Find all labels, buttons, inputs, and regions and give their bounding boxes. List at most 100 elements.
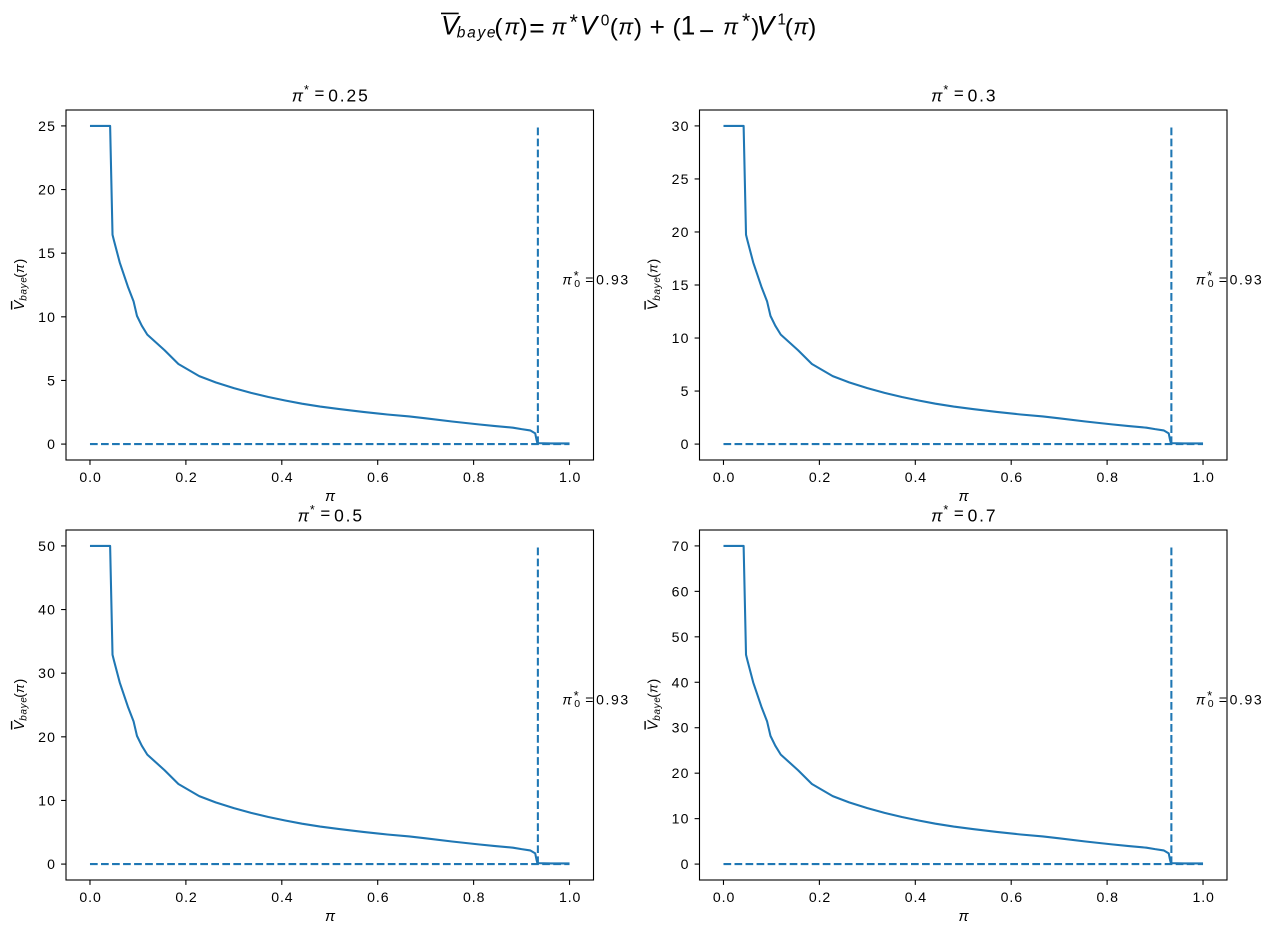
svg-text:=: =: [954, 504, 964, 523]
svg-text:20: 20: [38, 729, 56, 745]
svg-text:25: 25: [672, 171, 690, 187]
svg-text:): ): [12, 259, 27, 264]
svg-text:0.5: 0.5: [334, 505, 364, 525]
svg-text:50: 50: [672, 629, 690, 645]
svg-text:=: =: [954, 84, 964, 103]
svg-text:π: π: [325, 488, 336, 505]
svg-text:0.4: 0.4: [905, 469, 927, 485]
svg-text:): ): [12, 679, 27, 684]
svg-text:30: 30: [672, 118, 690, 134]
svg-text:=: =: [1219, 692, 1227, 708]
svg-text:20: 20: [38, 182, 56, 198]
svg-text:=: =: [315, 84, 325, 103]
svg-text:π: π: [12, 683, 27, 693]
svg-text:1.0: 1.0: [559, 889, 581, 905]
svg-text:0.93: 0.93: [1230, 692, 1264, 708]
svg-text:20: 20: [672, 224, 690, 240]
svg-text:π: π: [325, 908, 336, 925]
svg-text:*: *: [1207, 268, 1212, 283]
svg-text:π: π: [618, 15, 634, 40]
svg-text:V: V: [12, 299, 28, 310]
svg-text:0.93: 0.93: [1230, 272, 1264, 288]
svg-text:): ): [634, 14, 642, 41]
svg-text:0.6: 0.6: [367, 469, 389, 485]
svg-text:π: π: [551, 15, 567, 40]
svg-text:π: π: [504, 15, 520, 40]
svg-text:(: (: [610, 14, 619, 41]
svg-text:1: 1: [777, 11, 786, 28]
svg-text:V: V: [646, 299, 662, 310]
svg-text:π: π: [793, 15, 809, 40]
svg-text:0.25: 0.25: [328, 85, 369, 105]
svg-text:0.0: 0.0: [713, 469, 735, 485]
svg-text:π: π: [298, 506, 310, 525]
svg-text:=: =: [585, 272, 593, 288]
svg-text:*: *: [570, 11, 578, 34]
svg-text:π: π: [959, 488, 970, 505]
svg-text:0: 0: [1208, 278, 1214, 290]
svg-text:(: (: [494, 14, 503, 41]
svg-text:20: 20: [672, 765, 690, 781]
svg-text:0.2: 0.2: [809, 889, 831, 905]
svg-text:π: π: [1196, 692, 1206, 708]
svg-text:(: (: [12, 273, 27, 278]
svg-text:=: =: [529, 13, 544, 43]
svg-text:0: 0: [47, 436, 56, 452]
svg-text:0.6: 0.6: [1001, 469, 1023, 485]
svg-text:π: π: [959, 908, 970, 925]
svg-text:0.93: 0.93: [596, 692, 630, 708]
svg-text:*: *: [304, 83, 309, 97]
svg-text:(: (: [646, 693, 661, 698]
svg-text:*: *: [943, 503, 948, 517]
svg-text:π: π: [723, 15, 739, 40]
svg-text:(: (: [646, 273, 661, 278]
svg-text:*: *: [310, 503, 315, 517]
svg-text:baye: baye: [19, 696, 30, 720]
svg-text:0.6: 0.6: [1001, 889, 1023, 905]
svg-text:π: π: [646, 263, 661, 273]
svg-text:0.0: 0.0: [713, 889, 735, 905]
svg-text:=: =: [1219, 272, 1227, 288]
svg-text:0: 0: [574, 278, 580, 290]
svg-text:1.0: 1.0: [1192, 469, 1214, 485]
svg-text:25: 25: [38, 118, 56, 134]
svg-text:10: 10: [38, 792, 56, 808]
svg-text:0.2: 0.2: [809, 469, 831, 485]
svg-text:(: (: [12, 693, 27, 698]
svg-text:π: π: [562, 692, 572, 708]
svg-text:*: *: [574, 688, 579, 703]
svg-text:−: −: [699, 16, 714, 46]
svg-text:10: 10: [672, 811, 690, 827]
svg-text:0.2: 0.2: [175, 889, 197, 905]
svg-text:V: V: [580, 11, 600, 41]
svg-text:=: =: [320, 504, 330, 523]
svg-text:1.0: 1.0: [1192, 889, 1214, 905]
svg-text:π: π: [931, 506, 943, 525]
svg-text:+: +: [650, 12, 665, 42]
svg-text:baye: baye: [652, 276, 663, 300]
svg-text:): ): [646, 259, 661, 264]
svg-text:40: 40: [672, 674, 690, 690]
svg-text:): ): [646, 679, 661, 684]
svg-text:15: 15: [38, 245, 56, 261]
svg-text:0: 0: [574, 698, 580, 710]
svg-text:baye: baye: [457, 25, 497, 42]
svg-text:5: 5: [47, 372, 56, 388]
svg-text:0.4: 0.4: [905, 889, 927, 905]
svg-text:0.3: 0.3: [968, 85, 998, 105]
svg-text:V: V: [646, 719, 662, 730]
svg-text:0: 0: [47, 856, 56, 872]
svg-text:10: 10: [672, 330, 690, 346]
svg-text:π: π: [292, 86, 304, 105]
svg-text:0.4: 0.4: [271, 889, 293, 905]
svg-text:1: 1: [681, 11, 696, 41]
svg-text:V: V: [12, 719, 28, 730]
svg-text:30: 30: [38, 665, 56, 681]
svg-text:60: 60: [672, 583, 690, 599]
svg-text:1.0: 1.0: [559, 469, 581, 485]
svg-text:): ): [808, 14, 816, 41]
svg-text:0.8: 0.8: [463, 889, 485, 905]
svg-text:30: 30: [672, 720, 690, 736]
svg-text:baye: baye: [19, 276, 30, 300]
svg-text:0.0: 0.0: [79, 469, 101, 485]
